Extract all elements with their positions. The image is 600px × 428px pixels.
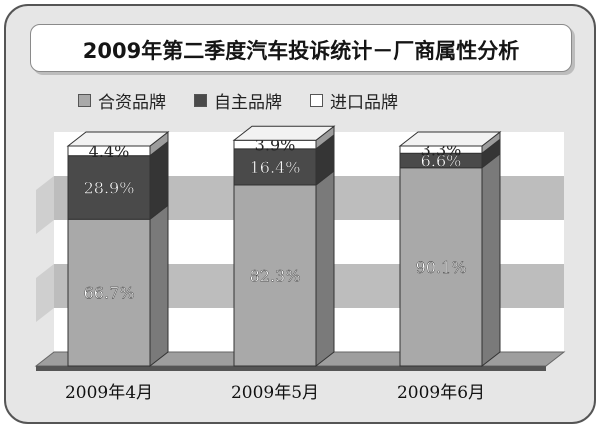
data-label: 4.4% [89, 142, 130, 161]
bar-side [149, 204, 169, 368]
bar-top [66, 131, 170, 147]
legend-label-imported: 进口品牌 [330, 92, 398, 113]
data-label: 82.3% [250, 266, 301, 285]
floor-edge [36, 366, 546, 371]
legend-label-joint-venture: 合资品牌 [98, 92, 166, 113]
x-tick-label: 2009年4月 [65, 383, 153, 403]
bar-side [481, 152, 501, 368]
bar-side [315, 169, 335, 368]
background-band-side [36, 176, 54, 234]
legend-swatch-imported [310, 93, 323, 107]
x-tick-label: 2009年5月 [231, 383, 319, 403]
legend-swatch-domestic [194, 93, 207, 107]
data-label: 66.7% [84, 284, 135, 303]
data-label: 16.4% [250, 158, 301, 177]
background-band-side [36, 264, 54, 322]
legend-swatch-joint-venture [78, 93, 91, 107]
legend-label-domestic: 自主品牌 [214, 92, 282, 113]
chart-title-box: 2009年第二季度汽车投诉统计－厂商属性分析 [30, 24, 572, 72]
legend-item-joint-venture: 合资品牌 [78, 88, 166, 113]
x-tick-label: 2009年6月 [397, 383, 485, 403]
data-label: 6.6% [421, 152, 462, 171]
chart-title: 2009年第二季度汽车投诉统计－厂商属性分析 [82, 39, 520, 63]
bar-top [398, 131, 502, 147]
plot-area: 66.7%28.9%4.4%2009年4月82.3%16.4%3.9%2009年… [34, 125, 566, 403]
data-label: 90.1% [416, 258, 467, 277]
bar-top [232, 125, 336, 141]
chart-frame: 2009年第二季度汽车投诉统计－厂商属性分析 合资品牌 自主品牌 进口品牌 66… [4, 4, 596, 424]
legend-item-domestic: 自主品牌 [194, 88, 282, 113]
legend-item-imported: 进口品牌 [310, 88, 398, 113]
data-label: 28.9% [84, 178, 135, 197]
bar-segment [233, 184, 317, 367]
legend: 合资品牌 自主品牌 进口品牌 [78, 88, 398, 113]
